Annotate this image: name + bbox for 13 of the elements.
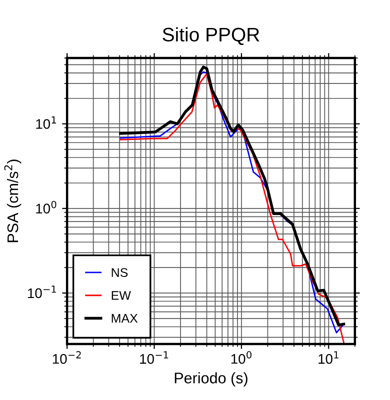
y-axis-title: PSA (cm/s$^{2}$): [4, 160, 22, 242]
y-tick-label: 10$^{−1}$: [28, 286, 56, 298]
x-tick-label: 10$^{1}$: [318, 351, 338, 364]
y-tick-label: 10$^{1}$: [36, 116, 56, 129]
x-axis-title: Periodo (s): [174, 372, 248, 386]
y-tick-label: 10$^{0}$: [36, 200, 56, 214]
legend-label: EW: [112, 291, 131, 300]
legend-label: NS: [112, 268, 128, 277]
x-tick-label: 10$^{−1}$: [140, 351, 168, 364]
x-tick-label: 10$^{−2}$: [52, 351, 81, 364]
chart-title: Sitio PPQR: [162, 27, 260, 46]
legend-label: MAX: [112, 314, 138, 323]
x-tick-label: 10$^{0}$: [231, 351, 252, 364]
